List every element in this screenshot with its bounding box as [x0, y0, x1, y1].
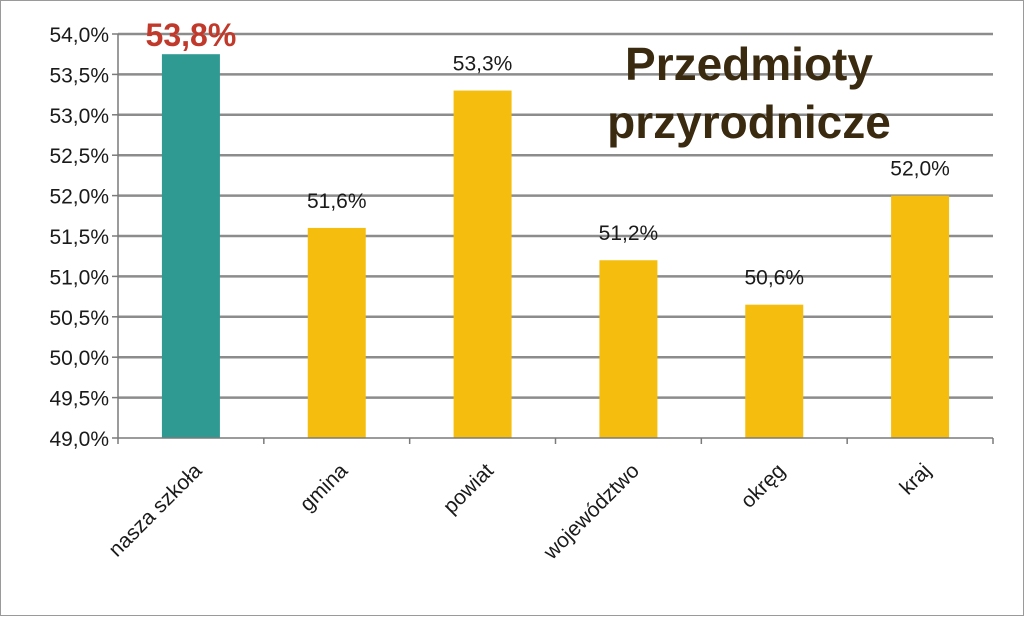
data-label-1: 51,6%: [307, 190, 367, 213]
data-label-3: 51,2%: [599, 222, 659, 245]
axes: [117, 34, 994, 444]
category-label-0: nasza szkoła: [104, 459, 206, 561]
gridlines: [112, 32, 993, 439]
y-tick-label: 51,0%: [49, 266, 109, 289]
category-label-3: województwo: [539, 459, 644, 564]
bars: [161, 54, 950, 438]
category-label-4: okręg: [736, 459, 789, 512]
bar-5: [891, 195, 950, 438]
y-tick-label: 53,5%: [49, 64, 109, 87]
data-label-0: 53,8%: [146, 17, 237, 53]
bar-2: [453, 90, 512, 438]
category-label-2: powiat: [439, 459, 498, 518]
y-tick-label: 50,0%: [49, 347, 109, 370]
category-label-1: gmina: [296, 459, 353, 516]
data-label-2: 53,3%: [453, 53, 513, 76]
y-tick-label: 51,5%: [49, 226, 109, 249]
data-label-5: 52,0%: [890, 158, 950, 181]
y-tick-label: 49,5%: [49, 388, 109, 411]
bar-0: [161, 54, 220, 438]
data-label-4: 50,6%: [744, 267, 804, 290]
bar-1: [307, 227, 366, 438]
y-tick-label: 49,0%: [49, 428, 109, 451]
x-tick-labels: nasza szkoła gmina powiat województwo okręg k…: [104, 459, 935, 565]
chart-title-line-1: Przedmioty: [625, 38, 873, 90]
data-labels: 53,8% 51,6% 53,3% 51,2% 50,6% 52,0%: [146, 17, 950, 289]
y-tick-label: 52,5%: [49, 145, 109, 168]
bar-4: [745, 304, 804, 438]
y-tick-label: 50,5%: [49, 307, 109, 330]
y-tick-label: 53,0%: [49, 105, 109, 128]
chart-title-line-2: przyrodnicze: [607, 96, 891, 148]
category-label-5: kraj: [895, 459, 935, 499]
y-tick-label: 54,0%: [49, 24, 109, 47]
y-tick-label: 52,0%: [49, 186, 109, 209]
y-tick-labels: 49,0% 49,5% 50,0% 50,5% 51,0% 51,5% 52,0% 52,5%…: [49, 24, 109, 451]
bar-3: [599, 260, 658, 438]
